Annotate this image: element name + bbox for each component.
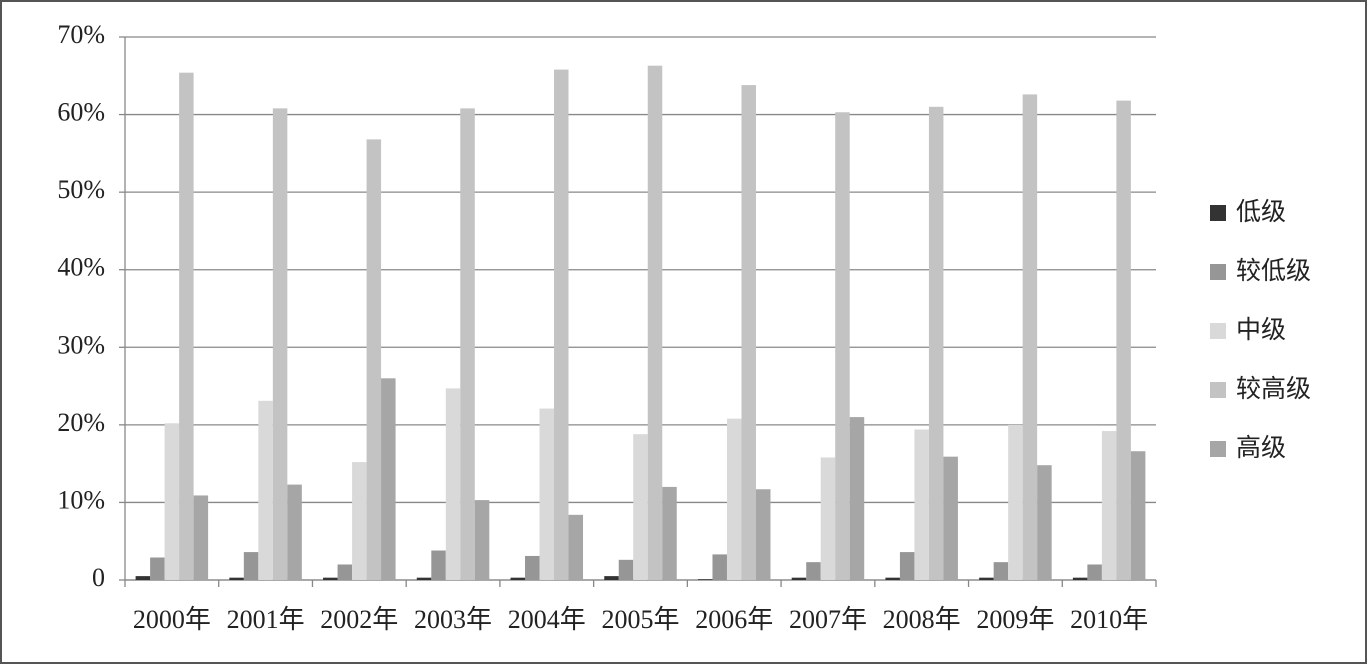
bar xyxy=(662,486,677,580)
y-tick-label: 50% xyxy=(57,175,105,204)
bar xyxy=(474,500,490,580)
x-tick-label: 2000年 xyxy=(133,605,211,634)
bar xyxy=(381,378,396,580)
legend-label: 低级 xyxy=(1236,197,1286,226)
y-tick-label: 40% xyxy=(57,253,105,282)
bar xyxy=(554,69,569,580)
bar xyxy=(849,417,865,580)
y-tick-label: 60% xyxy=(57,98,105,127)
legend-swatch xyxy=(1210,382,1226,398)
bar xyxy=(525,555,540,580)
bar xyxy=(510,577,526,580)
bar xyxy=(150,557,165,580)
x-tick-label: 2004年 xyxy=(508,605,586,634)
bar xyxy=(835,112,850,580)
y-tick-label: 30% xyxy=(57,330,105,359)
y-tick-label: 10% xyxy=(57,485,105,514)
bar xyxy=(287,484,302,580)
legend-label: 较低级 xyxy=(1236,256,1311,285)
legend-swatch xyxy=(1210,264,1226,280)
bar xyxy=(258,400,273,580)
bar xyxy=(323,577,338,580)
legend-label: 高级 xyxy=(1236,433,1286,462)
y-tick-label: 20% xyxy=(57,408,105,437)
bar xyxy=(337,564,353,580)
x-tick-label: 2010年 xyxy=(1070,605,1148,634)
y-tick-label: 70% xyxy=(57,20,105,49)
bar xyxy=(1087,564,1102,580)
legend-swatch xyxy=(1210,323,1226,339)
bar xyxy=(460,108,475,580)
bar xyxy=(416,577,432,580)
x-tick-label: 2001年 xyxy=(227,605,305,634)
x-tick-label: 2005年 xyxy=(601,605,679,634)
bar xyxy=(366,139,382,580)
bar xyxy=(633,434,648,580)
bar xyxy=(712,554,727,580)
bar xyxy=(1130,451,1146,580)
bar xyxy=(179,72,194,580)
bar xyxy=(755,489,771,580)
x-tick-label: 2007年 xyxy=(789,605,867,634)
bar xyxy=(568,514,584,580)
bar xyxy=(164,423,180,580)
bar xyxy=(993,562,1009,580)
bar xyxy=(885,577,900,580)
bar xyxy=(539,408,555,580)
bar xyxy=(1022,94,1038,580)
bar xyxy=(243,552,259,580)
bar xyxy=(1116,100,1131,580)
bar xyxy=(352,462,367,580)
legend-swatch xyxy=(1210,441,1226,457)
bar xyxy=(431,550,446,580)
bar xyxy=(1072,577,1088,580)
bar xyxy=(741,85,756,580)
x-tick-label: 2009年 xyxy=(976,605,1054,634)
x-tick-label: 2002年 xyxy=(320,605,398,634)
bar xyxy=(135,576,151,580)
legend-label: 中级 xyxy=(1236,315,1286,344)
y-tick-label: 0 xyxy=(92,563,105,592)
x-tick-label: 2008年 xyxy=(883,605,961,634)
bar xyxy=(229,577,244,580)
bar xyxy=(1008,424,1023,580)
bar xyxy=(1037,465,1052,580)
bar xyxy=(445,388,461,580)
bar xyxy=(914,429,929,580)
bar xyxy=(820,457,836,580)
legend-swatch xyxy=(1210,205,1226,221)
x-tick-label: 2006年 xyxy=(695,605,773,634)
bar xyxy=(726,418,742,580)
bar xyxy=(647,65,663,581)
bar xyxy=(899,552,915,580)
legend-label: 较高级 xyxy=(1236,374,1311,403)
bar xyxy=(618,559,634,580)
bar xyxy=(697,579,713,580)
bar xyxy=(806,562,821,580)
bar xyxy=(943,456,958,580)
bar xyxy=(604,576,619,580)
bar xyxy=(193,495,209,580)
bar xyxy=(979,577,994,580)
bar xyxy=(791,577,807,580)
x-tick-label: 2003年 xyxy=(414,605,492,634)
bar xyxy=(928,106,944,581)
bar xyxy=(1101,431,1117,580)
bar xyxy=(272,108,288,580)
